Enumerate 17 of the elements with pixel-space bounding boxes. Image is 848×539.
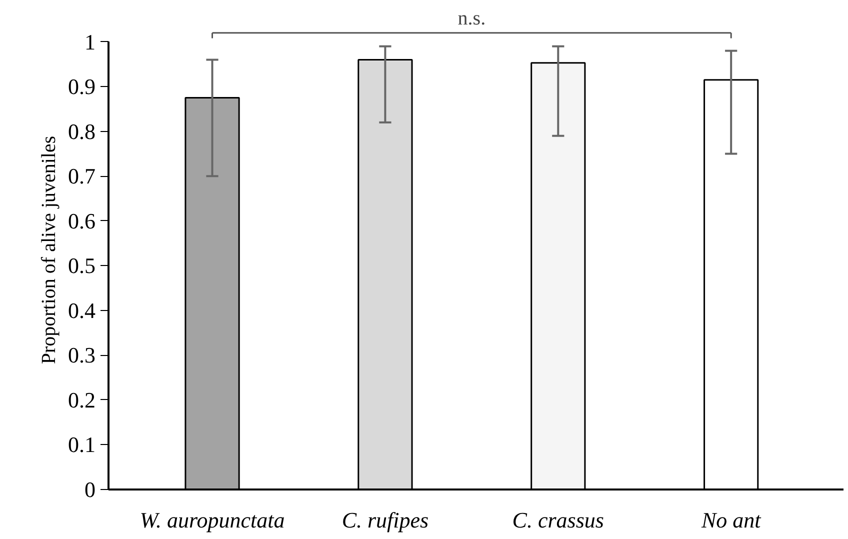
- y-tick-label: 0.3: [68, 342, 96, 368]
- y-axis-title: Proportion of alive juveniles: [38, 136, 60, 364]
- y-tick-label: 0.7: [68, 164, 96, 189]
- y-tick-label: 0.1: [68, 432, 96, 458]
- y-tick-label: 0.2: [68, 387, 96, 412]
- x-tick-label: C. crassus: [512, 508, 604, 532]
- y-tick-label: 0.5: [68, 253, 96, 278]
- y-tick-label: 0.6: [68, 208, 96, 234]
- y-tick-label: 1: [84, 29, 96, 54]
- y-tick-label: 0.4: [68, 298, 96, 323]
- y-tick-label: 0.9: [68, 74, 96, 100]
- x-tick-label: W. auropunctata: [140, 508, 285, 532]
- y-tick-label: 0.8: [68, 118, 96, 144]
- x-tick-label: C. rufipes: [342, 508, 429, 532]
- y-tick-label: 0: [84, 477, 96, 502]
- text: n.s.: [458, 7, 486, 30]
- x-tick-label: No ant: [700, 508, 762, 532]
